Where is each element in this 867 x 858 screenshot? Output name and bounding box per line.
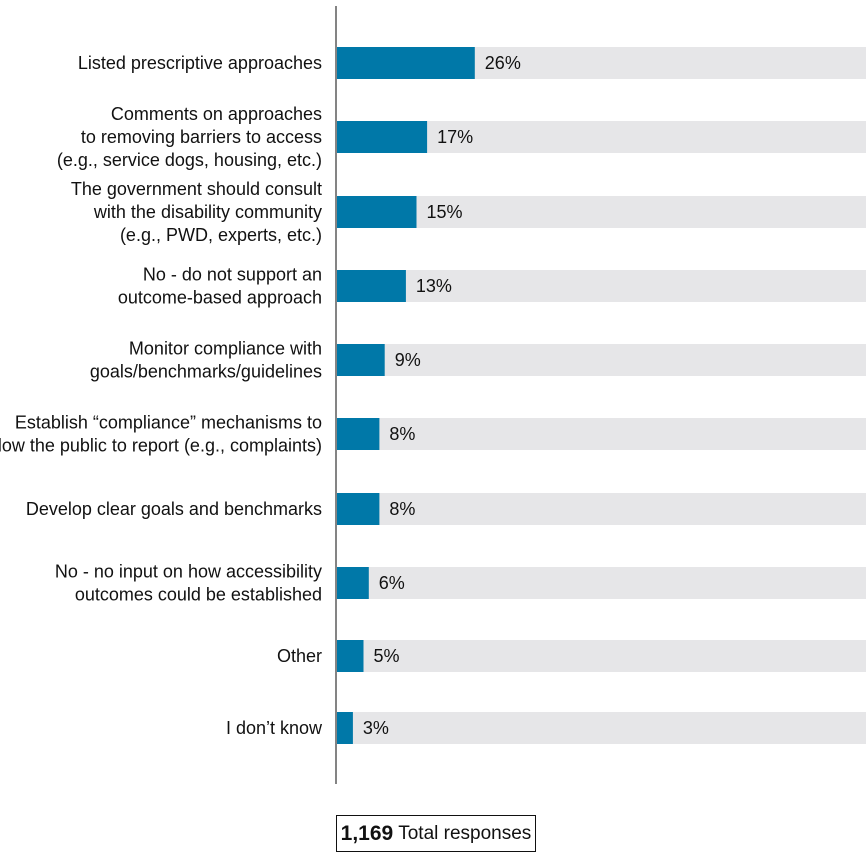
total-responses-box: 1,169 Total responses [336, 815, 536, 852]
bar [337, 493, 380, 525]
value-label: 15% [427, 202, 463, 222]
bar [337, 196, 417, 228]
category-label: Other [277, 646, 322, 666]
bar [337, 270, 406, 302]
value-label: 3% [363, 718, 389, 738]
category-label-line: goals/benchmarks/guidelines [90, 362, 322, 382]
value-label: 9% [395, 350, 421, 370]
category-label-line: Develop clear goals and benchmarks [26, 499, 322, 519]
bar [337, 344, 385, 376]
category-label-line: No - do not support an [143, 265, 322, 285]
category-label-line: Monitor compliance with [129, 339, 322, 359]
category-label-line: Listed prescriptive approaches [78, 53, 322, 73]
total-responses-number: 1,169 [340, 821, 394, 845]
category-label-line: to removing barriers to access [81, 127, 322, 147]
category-label-line: I don’t know [226, 718, 323, 738]
category-label-line: allow the public to report (e.g., compla… [0, 436, 322, 456]
bar [337, 121, 428, 153]
value-label: 8% [389, 424, 415, 444]
category-label: No - no input on how accessibility outcom… [55, 562, 322, 605]
bar-chart: 26% Listed prescriptive approaches 17% Comm… [0, 6, 866, 784]
category-label-line: Comments on approaches [111, 104, 322, 124]
category-label-line: Other [277, 646, 322, 666]
category-label-line: outcomes could be established [75, 585, 322, 605]
bar-track [337, 567, 866, 599]
bar-track [337, 418, 866, 450]
value-label: 8% [389, 499, 415, 519]
category-label-line: (e.g., service dogs, housing, etc.) [57, 150, 322, 170]
category-label-line: outcome-based approach [118, 288, 322, 308]
value-label: 13% [416, 276, 452, 296]
bar-track [337, 712, 866, 744]
bar-track [337, 640, 866, 672]
category-label-line: Establish “compliance” mechanisms to [15, 413, 322, 433]
category-label: Develop clear goals and benchmarks [26, 499, 322, 519]
value-label: 5% [374, 646, 400, 666]
bar [337, 418, 380, 450]
bar-track [337, 493, 866, 525]
category-label-line: with the disability community [93, 202, 322, 222]
value-label: 6% [379, 573, 405, 593]
category-label: Establish “compliance” mechanisms to allo… [0, 413, 322, 456]
total-responses-label: Total responses [398, 822, 532, 844]
bar-track [337, 344, 866, 376]
bar-track [337, 270, 866, 302]
bar [337, 640, 364, 672]
bar [337, 712, 353, 744]
bar [337, 567, 369, 599]
bar [337, 47, 475, 79]
category-label: Comments on approaches to removing barrie… [57, 104, 322, 170]
bar-track [337, 196, 866, 228]
category-label: I don’t know [226, 718, 323, 738]
value-label: 17% [437, 127, 473, 147]
category-label-line: The government should consult [71, 179, 322, 199]
value-label: 26% [485, 53, 521, 73]
category-label: Monitor compliance with goals/benchmarks/… [90, 339, 322, 382]
category-label: No - do not support an outcome-based appr… [118, 265, 322, 308]
category-label: The government should consult with the di… [71, 179, 322, 245]
category-label-line: (e.g., PWD, experts, etc.) [120, 225, 322, 245]
category-label-line: No - no input on how accessibility [55, 562, 322, 582]
category-label: Listed prescriptive approaches [78, 53, 322, 73]
